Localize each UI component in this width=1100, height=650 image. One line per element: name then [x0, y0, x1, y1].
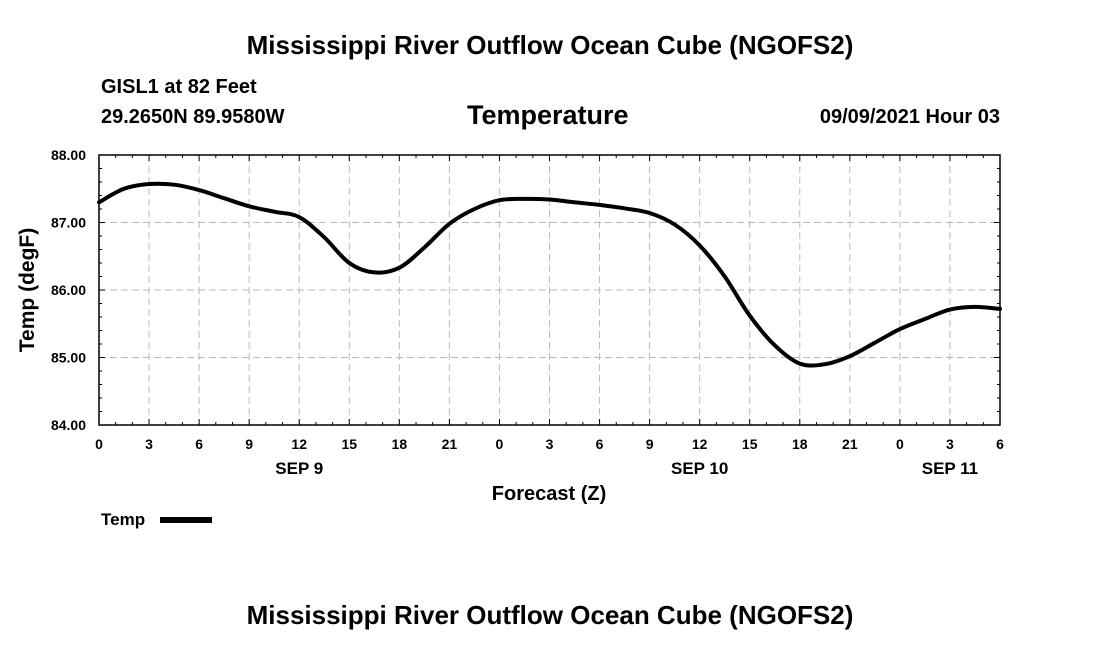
- x-date-label: SEP 11: [922, 459, 978, 478]
- gridlines: [99, 155, 1000, 425]
- y-tick-label: 84.00: [51, 417, 86, 433]
- x-tick-label: 3: [546, 436, 554, 452]
- x-tick-label: 9: [245, 436, 253, 452]
- x-tick-label: 21: [442, 436, 458, 452]
- plot-frame: [98, 154, 1001, 426]
- x-tick-label: 6: [996, 436, 1004, 452]
- x-tick-label: 9: [646, 436, 654, 452]
- series-line-temp: [97, 181, 1002, 368]
- x-tick-label: 0: [496, 436, 504, 452]
- station-label: GISL1 at 82 Feet: [101, 76, 257, 98]
- x-tick-label: 18: [392, 436, 408, 452]
- y-tick-label: 88.00: [51, 147, 86, 163]
- x-axis-title: Forecast (Z): [492, 483, 606, 505]
- x-tick-label: 3: [145, 436, 153, 452]
- x-tick-label: 0: [95, 436, 103, 452]
- y-tick-label: 85.00: [51, 350, 86, 366]
- x-tick-label: 12: [692, 436, 708, 452]
- legend-label: Temp: [101, 510, 145, 529]
- x-tick-label: 6: [195, 436, 203, 452]
- y-tick-label: 87.00: [51, 215, 86, 231]
- y-axis-title: Temp (degF): [16, 228, 39, 352]
- chart-title-bottom: Mississippi River Outflow Ocean Cube (NG…: [246, 600, 854, 630]
- x-date-label: SEP 9: [275, 459, 323, 478]
- y-tick-label: 86.00: [51, 282, 86, 298]
- x-tick-label: 12: [291, 436, 307, 452]
- axis-labels: 0 3 6 9 12 15 18 21 0 3 6 9 12 15 18 21 0 3 6 84.00 85.00 86.…: [51, 147, 1004, 478]
- x-tick-label: 21: [842, 436, 858, 452]
- plot-title: Temperature: [467, 100, 629, 130]
- temperature-chart: 0 3 6 9 12 15 18 21 0 3 6 9 12 15 18 21 0 3 6 84.00 85.00 86.…: [16, 147, 1004, 529]
- x-tick-label: 3: [946, 436, 954, 452]
- x-tick-label: 0: [896, 436, 904, 452]
- x-tick-label: 18: [792, 436, 808, 452]
- chart-title-top: Mississippi River Outflow Ocean Cube (NG…: [246, 30, 854, 60]
- x-tick-label: 15: [742, 436, 758, 452]
- x-tick-label: 15: [341, 436, 357, 452]
- station-coordinates: 29.2650N 89.9580W: [101, 106, 285, 128]
- forecast-timestamp: 09/09/2021 Hour 03: [819, 106, 1000, 128]
- x-tick-label: 6: [596, 436, 604, 452]
- x-date-label: SEP 10: [671, 459, 728, 478]
